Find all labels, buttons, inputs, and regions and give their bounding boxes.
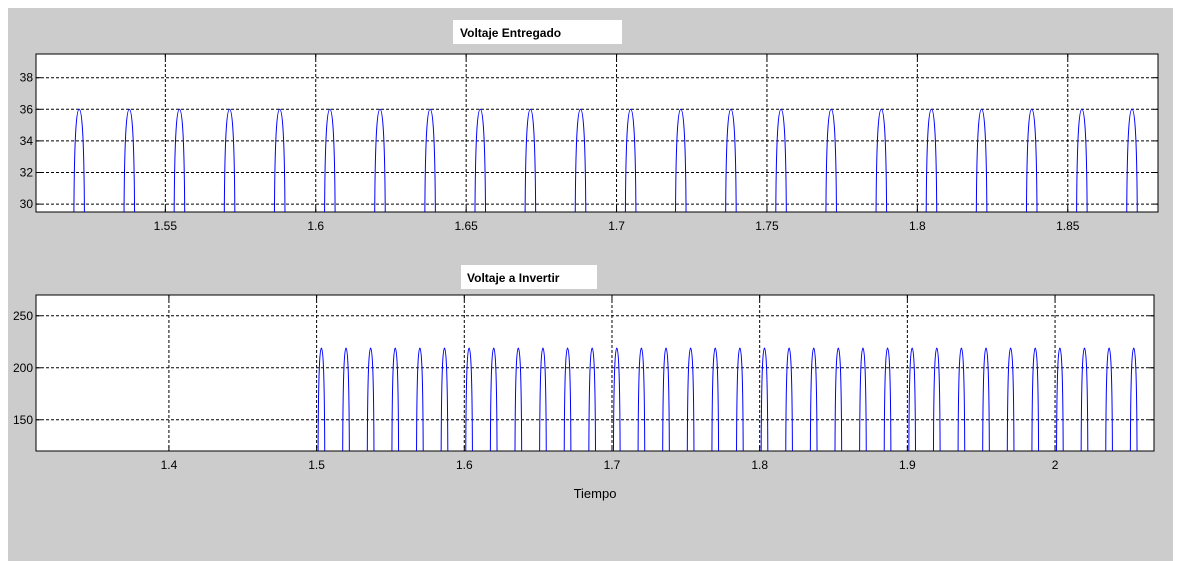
series-lines — [73, 108, 1138, 213]
voltage-pulse — [539, 347, 547, 452]
voltage-pulse — [474, 108, 487, 213]
voltage-pulse — [424, 108, 436, 213]
voltage-pulse — [809, 347, 818, 452]
voltage-pulse — [324, 108, 336, 213]
x-tick-label: 1.65 — [454, 219, 478, 233]
voltage-pulse — [123, 108, 136, 213]
voltage-pulse — [574, 108, 587, 213]
y-tick-label: 36 — [20, 102, 34, 116]
voltage-pulse — [834, 347, 843, 452]
voltage-pulse — [374, 108, 386, 213]
voltage-pulse — [317, 347, 326, 452]
voltage-pulse — [908, 347, 916, 452]
voltage-pulse — [624, 108, 637, 213]
voltage-pulse — [1126, 108, 1138, 213]
voltage-pulse — [416, 347, 424, 452]
voltage-pulse — [612, 347, 621, 452]
voltage-pulse — [588, 347, 596, 452]
voltage-pulse — [662, 347, 670, 452]
voltage-pulse — [465, 347, 473, 452]
voltage-pulse — [725, 108, 737, 213]
x-tick-label: 1.8 — [909, 219, 926, 233]
voltage-pulse — [273, 108, 286, 213]
voltage-pulse — [875, 108, 888, 213]
voltage-pulse — [223, 108, 236, 213]
y-tick-label: 34 — [20, 134, 34, 148]
x-tick-label: 1.55 — [154, 219, 178, 233]
voltage-pulse — [524, 108, 537, 213]
y-tick-label: 250 — [13, 309, 33, 323]
y-ticks: 150 200 250 — [13, 309, 1154, 427]
voltage-pulse — [1076, 108, 1088, 213]
voltage-pulse — [982, 347, 990, 452]
voltage-pulse — [775, 108, 787, 213]
title-box — [453, 20, 622, 44]
x-ticks: 1.4 1.5 1.6 1.7 1.8 1.9 2 — [161, 295, 1059, 472]
y-tick-label: 38 — [20, 71, 34, 85]
voltage-pulse — [686, 347, 695, 452]
x-tick-label: 1.7 — [604, 458, 621, 472]
voltage-pulse — [711, 347, 720, 452]
x-ticks: 1.55 1.6 1.65 1.7 1.75 1.8 1.85 — [154, 54, 1080, 233]
voltage-pulse — [1129, 347, 1138, 452]
voltage-pulse — [736, 347, 744, 452]
voltage-pulse — [760, 347, 769, 452]
y-tick-label: 30 — [20, 197, 34, 211]
voltage-pulse — [440, 347, 449, 452]
y-ticks: 30 32 34 36 38 — [20, 71, 1158, 211]
voltage-pulse — [1031, 347, 1040, 452]
voltage-pulse — [975, 108, 988, 213]
y-tick-label: 200 — [13, 361, 33, 375]
voltage-pulse — [173, 108, 186, 213]
voltage-pulse — [859, 347, 867, 452]
x-tick-label: 2 — [1052, 458, 1059, 472]
chart-title: Voltaje a Invertir — [467, 271, 560, 285]
x-tick-label: 1.6 — [456, 458, 473, 472]
voltage-pulse — [1025, 108, 1038, 213]
voltage-pulse — [932, 347, 941, 452]
grid-lines — [36, 295, 1154, 451]
series-lines — [317, 347, 1138, 452]
voltage-pulse — [73, 108, 85, 213]
title-box — [461, 265, 597, 289]
y-tick-label: 150 — [13, 413, 33, 427]
x-tick-label: 1.8 — [751, 458, 768, 472]
voltage-pulse — [1080, 347, 1089, 452]
voltage-pulse — [1006, 347, 1015, 452]
voltage-pulse — [563, 347, 572, 452]
voltage-pulse — [489, 347, 498, 452]
voltage-pulse — [391, 347, 400, 452]
voltage-pulse — [637, 347, 646, 452]
x-tick-label: 1.7 — [608, 219, 625, 233]
voltage-pulse — [675, 108, 687, 213]
voltage-pulse — [514, 347, 523, 452]
voltage-pulse — [1105, 347, 1113, 452]
chart-voltaje-entregado: Voltaje Entregado 1.55 1.6 1.65 1.7 1.75 1.8 1… — [20, 20, 1159, 233]
x-tick-label: 1.5 — [308, 458, 325, 472]
plot-area — [35, 53, 1159, 213]
x-tick-label: 1.75 — [755, 219, 779, 233]
voltage-pulse — [883, 347, 892, 452]
x-tick-label: 1.85 — [1056, 219, 1080, 233]
y-tick-label: 32 — [20, 166, 34, 180]
voltage-pulse — [342, 347, 350, 452]
x-tick-label: 1.9 — [899, 458, 916, 472]
voltage-pulse — [785, 347, 793, 452]
voltage-pulse — [825, 108, 837, 213]
x-tick-label: 1.6 — [307, 219, 324, 233]
chart-voltaje-a-invertir: Voltaje a Invertir 1.4 1.5 1.6 1.7 1.8 1.9 2 1… — [13, 265, 1155, 501]
chart-title: Voltaje Entregado — [460, 26, 561, 40]
x-axis-label: Tiempo — [574, 486, 617, 501]
voltage-pulse — [1056, 347, 1064, 452]
voltage-pulse — [366, 347, 375, 452]
voltage-pulse — [957, 347, 966, 452]
x-tick-label: 1.4 — [161, 458, 178, 472]
voltage-pulse — [925, 108, 938, 213]
grid-lines — [36, 54, 1158, 212]
